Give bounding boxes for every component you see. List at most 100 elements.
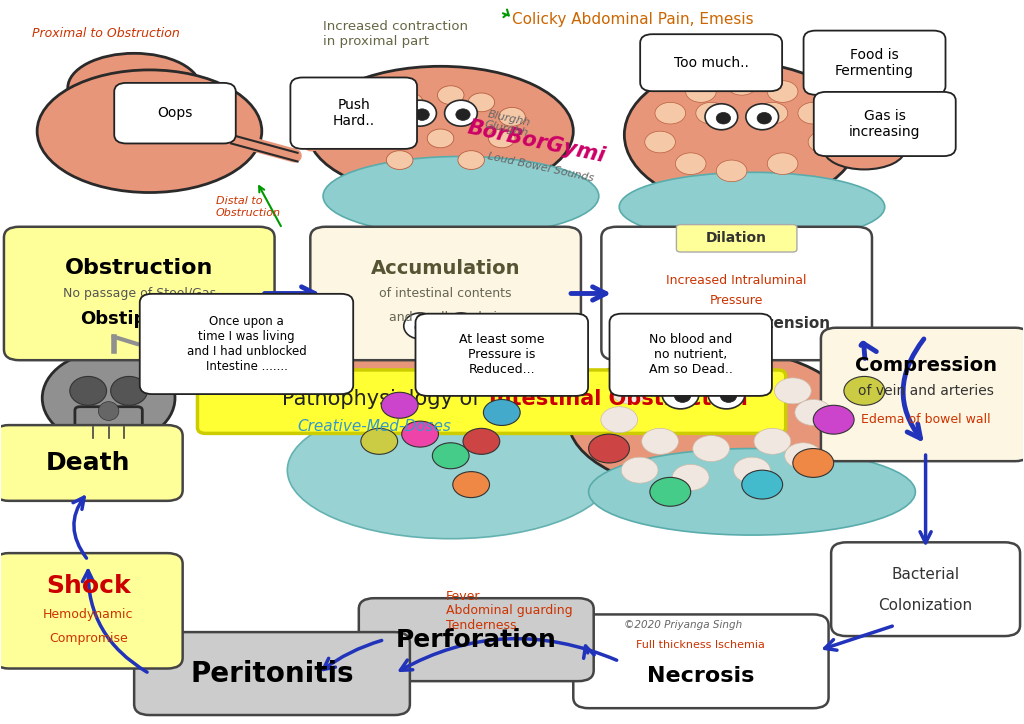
Ellipse shape bbox=[348, 268, 532, 427]
Ellipse shape bbox=[589, 434, 630, 463]
FancyBboxPatch shape bbox=[573, 615, 828, 708]
Text: Dilation: Dilation bbox=[707, 230, 767, 245]
Ellipse shape bbox=[793, 449, 834, 477]
Ellipse shape bbox=[483, 400, 520, 426]
Ellipse shape bbox=[823, 129, 905, 169]
Ellipse shape bbox=[463, 429, 500, 455]
Text: Too much..: Too much.. bbox=[674, 56, 749, 70]
Ellipse shape bbox=[601, 407, 638, 433]
Ellipse shape bbox=[757, 102, 787, 124]
Ellipse shape bbox=[844, 376, 885, 405]
Ellipse shape bbox=[458, 151, 484, 169]
Ellipse shape bbox=[324, 156, 599, 236]
Text: of intestinal contents: of intestinal contents bbox=[379, 287, 512, 300]
FancyArrowPatch shape bbox=[536, 363, 596, 383]
Ellipse shape bbox=[741, 470, 782, 499]
Ellipse shape bbox=[733, 363, 770, 390]
Ellipse shape bbox=[366, 107, 392, 126]
Text: Abdominal guarding: Abdominal guarding bbox=[445, 605, 572, 618]
Ellipse shape bbox=[386, 151, 413, 169]
Text: Perforation: Perforation bbox=[396, 628, 557, 652]
Ellipse shape bbox=[808, 131, 839, 153]
Ellipse shape bbox=[148, 111, 181, 137]
Ellipse shape bbox=[767, 153, 798, 174]
Text: of vein and arteries: of vein and arteries bbox=[858, 384, 993, 398]
Ellipse shape bbox=[456, 109, 470, 120]
FancyBboxPatch shape bbox=[4, 227, 274, 361]
FancyBboxPatch shape bbox=[804, 30, 945, 95]
Ellipse shape bbox=[453, 471, 489, 497]
Ellipse shape bbox=[705, 104, 737, 130]
Text: Peritonitis: Peritonitis bbox=[190, 660, 354, 688]
Ellipse shape bbox=[795, 400, 831, 426]
Ellipse shape bbox=[415, 321, 429, 333]
Text: Colonization: Colonization bbox=[879, 597, 973, 613]
Text: Tenderness: Tenderness bbox=[445, 619, 516, 632]
Ellipse shape bbox=[611, 378, 648, 404]
Ellipse shape bbox=[650, 477, 691, 506]
Ellipse shape bbox=[655, 102, 686, 124]
Text: and swallowed air: and swallowed air bbox=[389, 311, 502, 324]
Ellipse shape bbox=[403, 313, 436, 339]
Ellipse shape bbox=[622, 457, 658, 483]
Ellipse shape bbox=[745, 104, 778, 130]
Ellipse shape bbox=[444, 313, 477, 339]
Ellipse shape bbox=[488, 129, 515, 148]
Text: Pathophysiology of: Pathophysiology of bbox=[283, 389, 486, 409]
Ellipse shape bbox=[696, 102, 726, 124]
Ellipse shape bbox=[757, 112, 771, 124]
Ellipse shape bbox=[415, 109, 429, 120]
FancyBboxPatch shape bbox=[310, 227, 581, 361]
Text: Push
Hard..: Push Hard.. bbox=[333, 98, 375, 128]
Text: Oops: Oops bbox=[158, 106, 193, 120]
Ellipse shape bbox=[468, 93, 495, 111]
Ellipse shape bbox=[625, 63, 859, 207]
Ellipse shape bbox=[401, 421, 438, 447]
FancyArrowPatch shape bbox=[310, 139, 356, 146]
Text: Necrosis: Necrosis bbox=[647, 666, 755, 686]
Ellipse shape bbox=[308, 67, 573, 196]
FancyArrowPatch shape bbox=[233, 139, 295, 156]
Text: Proximal to Obstruction: Proximal to Obstruction bbox=[32, 28, 180, 41]
Ellipse shape bbox=[98, 402, 119, 421]
Ellipse shape bbox=[620, 172, 885, 242]
Ellipse shape bbox=[675, 390, 691, 403]
Ellipse shape bbox=[70, 376, 106, 405]
Text: Compression: Compression bbox=[855, 356, 996, 375]
Ellipse shape bbox=[191, 119, 206, 131]
Ellipse shape bbox=[774, 378, 811, 404]
FancyBboxPatch shape bbox=[814, 92, 955, 156]
FancyBboxPatch shape bbox=[416, 313, 588, 396]
FancyBboxPatch shape bbox=[115, 83, 236, 143]
FancyBboxPatch shape bbox=[677, 224, 797, 252]
Ellipse shape bbox=[645, 131, 676, 153]
Ellipse shape bbox=[642, 429, 679, 455]
Ellipse shape bbox=[42, 351, 175, 445]
Text: Loud Bowel Sounds: Loud Bowel Sounds bbox=[486, 151, 595, 183]
Ellipse shape bbox=[693, 356, 729, 382]
Text: No blood and
no nutrient,
Am so Dead..: No blood and no nutrient, Am so Dead.. bbox=[649, 333, 732, 376]
FancyBboxPatch shape bbox=[358, 598, 594, 681]
FancyBboxPatch shape bbox=[640, 34, 782, 91]
Ellipse shape bbox=[360, 429, 397, 455]
Ellipse shape bbox=[456, 321, 470, 333]
Ellipse shape bbox=[568, 348, 854, 492]
Text: Compromise: Compromise bbox=[49, 632, 128, 645]
Ellipse shape bbox=[432, 443, 469, 468]
Ellipse shape bbox=[726, 74, 757, 95]
Ellipse shape bbox=[813, 405, 854, 434]
Text: Once upon a
time I was living
and I had unblocked
Intestine .......: Once upon a time I was living and I had … bbox=[186, 315, 306, 373]
FancyBboxPatch shape bbox=[198, 370, 785, 434]
Text: Fever: Fever bbox=[445, 590, 480, 603]
Ellipse shape bbox=[676, 153, 706, 174]
Ellipse shape bbox=[111, 376, 147, 405]
FancyBboxPatch shape bbox=[134, 632, 410, 715]
Ellipse shape bbox=[381, 392, 418, 418]
Ellipse shape bbox=[403, 100, 436, 126]
Text: Intestinal Obstruction: Intestinal Obstruction bbox=[488, 389, 748, 409]
Ellipse shape bbox=[589, 449, 915, 535]
Ellipse shape bbox=[427, 129, 454, 148]
Ellipse shape bbox=[720, 390, 736, 403]
Ellipse shape bbox=[355, 129, 382, 148]
FancyBboxPatch shape bbox=[139, 294, 353, 394]
